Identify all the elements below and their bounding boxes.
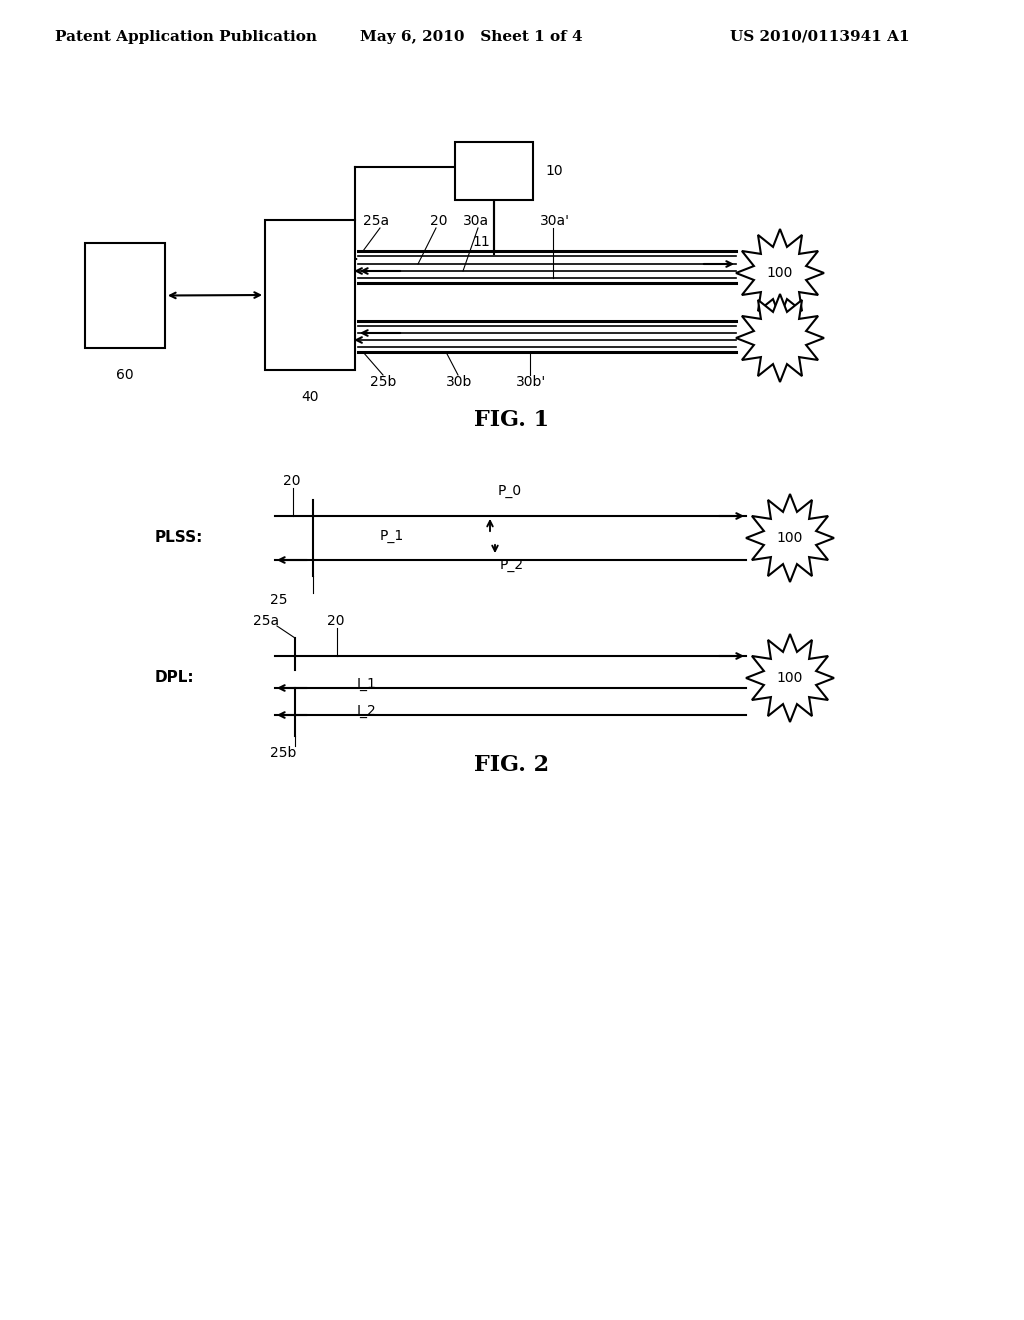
Text: 25: 25 (270, 593, 288, 607)
Text: P_1: P_1 (275, 238, 299, 252)
Polygon shape (736, 228, 824, 317)
Text: 30b': 30b' (516, 375, 546, 389)
Text: 25a: 25a (362, 214, 389, 228)
Text: 100: 100 (777, 531, 803, 545)
Polygon shape (746, 634, 834, 722)
Bar (85, 243, 165, 348)
Text: FIG. 2: FIG. 2 (474, 754, 550, 776)
Text: 40: 40 (301, 389, 318, 404)
Text: Patent Application Publication: Patent Application Publication (55, 30, 317, 44)
Text: P_2: P_2 (275, 265, 299, 279)
Text: 25b: 25b (270, 746, 296, 760)
Text: P_0: P_0 (498, 484, 522, 498)
Text: DPL:: DPL: (155, 671, 195, 685)
Text: I_1: I_1 (357, 677, 377, 690)
Text: FIG. 1: FIG. 1 (474, 409, 550, 432)
Text: P_1: P_1 (380, 529, 404, 543)
Text: 10: 10 (545, 164, 562, 178)
Text: 20: 20 (283, 474, 300, 488)
Bar (265, 220, 355, 370)
Text: 30a': 30a' (540, 214, 570, 228)
Text: 11: 11 (472, 235, 489, 249)
Text: P_2: P_2 (500, 558, 524, 572)
Text: May 6, 2010   Sheet 1 of 4: May 6, 2010 Sheet 1 of 4 (360, 30, 583, 44)
Text: 100: 100 (777, 671, 803, 685)
Text: f, g: f, g (114, 265, 136, 280)
Text: 20: 20 (327, 614, 344, 628)
Text: 100: 100 (767, 267, 794, 280)
Text: 30a: 30a (463, 214, 489, 228)
Text: I_2: I_2 (275, 342, 295, 356)
Text: I_2: I_2 (357, 704, 377, 718)
Text: 25a: 25a (253, 614, 280, 628)
Text: US 2010/0113941 A1: US 2010/0113941 A1 (730, 30, 909, 44)
Text: C: C (120, 312, 130, 326)
Bar (455, 143, 534, 201)
Text: I_1: I_1 (275, 292, 295, 306)
Text: 20: 20 (430, 214, 447, 228)
Text: 60: 60 (116, 368, 134, 381)
Text: PLSS:: PLSS: (155, 531, 204, 545)
Text: 25b: 25b (370, 375, 396, 389)
Polygon shape (746, 494, 834, 582)
Text: 30b: 30b (446, 375, 472, 389)
Polygon shape (736, 294, 824, 381)
